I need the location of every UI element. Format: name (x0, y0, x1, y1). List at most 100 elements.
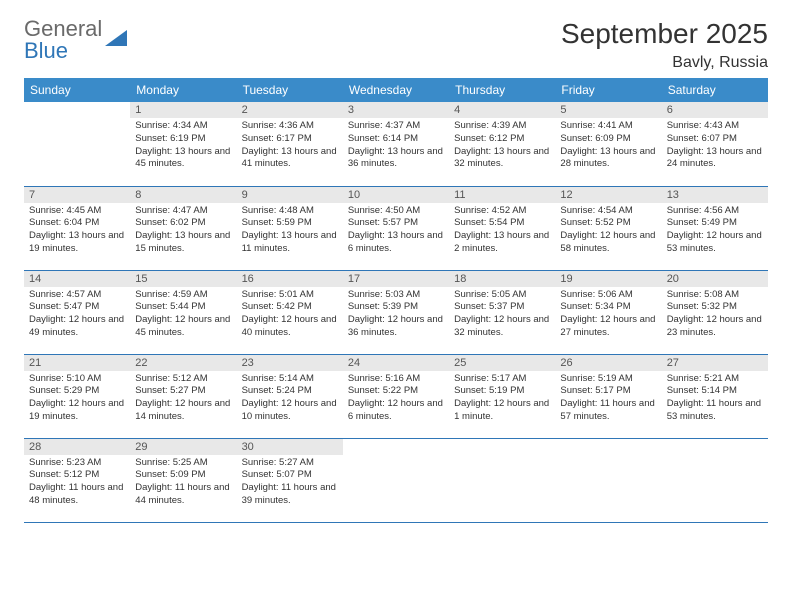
sunset-text: Sunset: 5:07 PM (242, 469, 338, 482)
day-number: 20 (662, 271, 768, 287)
day-number: 23 (237, 355, 343, 371)
sunset-text: Sunset: 5:54 PM (454, 217, 550, 230)
day-number: 29 (130, 439, 236, 455)
weekday-header: Tuesday (237, 78, 343, 102)
calendar-cell: 29Sunrise: 5:25 AMSunset: 5:09 PMDayligh… (130, 438, 236, 522)
day-text: Sunrise: 4:47 AMSunset: 6:02 PMDaylight:… (130, 203, 236, 259)
day-text: Sunrise: 4:43 AMSunset: 6:07 PMDaylight:… (662, 118, 768, 174)
sunset-text: Sunset: 6:17 PM (242, 133, 338, 146)
daylight-text: Daylight: 13 hours and 15 minutes. (135, 230, 231, 256)
day-text: Sunrise: 4:39 AMSunset: 6:12 PMDaylight:… (449, 118, 555, 174)
daylight-text: Daylight: 12 hours and 32 minutes. (454, 314, 550, 340)
day-text: Sunrise: 4:56 AMSunset: 5:49 PMDaylight:… (662, 203, 768, 259)
sunset-text: Sunset: 5:29 PM (29, 385, 125, 398)
day-number: 25 (449, 355, 555, 371)
sunrise-text: Sunrise: 4:50 AM (348, 205, 444, 218)
sunrise-text: Sunrise: 5:27 AM (242, 457, 338, 470)
daylight-text: Daylight: 12 hours and 23 minutes. (667, 314, 763, 340)
calendar-cell: 25Sunrise: 5:17 AMSunset: 5:19 PMDayligh… (449, 354, 555, 438)
calendar-cell: 1Sunrise: 4:34 AMSunset: 6:19 PMDaylight… (130, 102, 236, 186)
sunrise-text: Sunrise: 4:39 AM (454, 120, 550, 133)
day-text: Sunrise: 5:05 AMSunset: 5:37 PMDaylight:… (449, 287, 555, 343)
calendar-cell: 7Sunrise: 4:45 AMSunset: 6:04 PMDaylight… (24, 186, 130, 270)
sunset-text: Sunset: 6:07 PM (667, 133, 763, 146)
day-text: Sunrise: 4:59 AMSunset: 5:44 PMDaylight:… (130, 287, 236, 343)
sunset-text: Sunset: 5:34 PM (560, 301, 656, 314)
weekday-header: Sunday (24, 78, 130, 102)
day-number: 14 (24, 271, 130, 287)
calendar-cell: 23Sunrise: 5:14 AMSunset: 5:24 PMDayligh… (237, 354, 343, 438)
sunrise-text: Sunrise: 5:23 AM (29, 457, 125, 470)
day-text: Sunrise: 5:25 AMSunset: 5:09 PMDaylight:… (130, 455, 236, 511)
logo: General Blue (24, 18, 131, 62)
day-text: Sunrise: 4:50 AMSunset: 5:57 PMDaylight:… (343, 203, 449, 259)
day-text: Sunrise: 5:08 AMSunset: 5:32 PMDaylight:… (662, 287, 768, 343)
weekday-header: Monday (130, 78, 236, 102)
day-number: 2 (237, 102, 343, 118)
calendar-cell (343, 438, 449, 522)
sunrise-text: Sunrise: 5:14 AM (242, 373, 338, 386)
sunset-text: Sunset: 6:12 PM (454, 133, 550, 146)
sunset-text: Sunset: 6:14 PM (348, 133, 444, 146)
sunrise-text: Sunrise: 5:01 AM (242, 289, 338, 302)
day-number: 30 (237, 439, 343, 455)
title-block: September 2025 Bavly, Russia (561, 18, 768, 72)
sunrise-text: Sunrise: 4:52 AM (454, 205, 550, 218)
location: Bavly, Russia (561, 54, 768, 72)
day-text: Sunrise: 4:48 AMSunset: 5:59 PMDaylight:… (237, 203, 343, 259)
calendar-cell: 16Sunrise: 5:01 AMSunset: 5:42 PMDayligh… (237, 270, 343, 354)
sunrise-text: Sunrise: 5:21 AM (667, 373, 763, 386)
daylight-text: Daylight: 11 hours and 57 minutes. (560, 398, 656, 424)
daylight-text: Daylight: 12 hours and 10 minutes. (242, 398, 338, 424)
sunrise-text: Sunrise: 4:48 AM (242, 205, 338, 218)
daylight-text: Daylight: 13 hours and 6 minutes. (348, 230, 444, 256)
daylight-text: Daylight: 12 hours and 58 minutes. (560, 230, 656, 256)
calendar-cell (555, 438, 661, 522)
calendar-cell: 19Sunrise: 5:06 AMSunset: 5:34 PMDayligh… (555, 270, 661, 354)
sunset-text: Sunset: 5:44 PM (135, 301, 231, 314)
calendar-cell (662, 438, 768, 522)
day-text: Sunrise: 4:45 AMSunset: 6:04 PMDaylight:… (24, 203, 130, 259)
logo-text: General Blue (24, 18, 102, 62)
sunrise-text: Sunrise: 5:08 AM (667, 289, 763, 302)
calendar-cell: 10Sunrise: 4:50 AMSunset: 5:57 PMDayligh… (343, 186, 449, 270)
sunset-text: Sunset: 5:57 PM (348, 217, 444, 230)
daylight-text: Daylight: 13 hours and 2 minutes. (454, 230, 550, 256)
weekday-header: Friday (555, 78, 661, 102)
day-text: Sunrise: 5:10 AMSunset: 5:29 PMDaylight:… (24, 371, 130, 427)
day-text: Sunrise: 5:21 AMSunset: 5:14 PMDaylight:… (662, 371, 768, 427)
day-number: 7 (24, 187, 130, 203)
sunset-text: Sunset: 5:12 PM (29, 469, 125, 482)
day-number (555, 439, 661, 443)
day-text: Sunrise: 5:14 AMSunset: 5:24 PMDaylight:… (237, 371, 343, 427)
daylight-text: Daylight: 12 hours and 40 minutes. (242, 314, 338, 340)
calendar-row: 21Sunrise: 5:10 AMSunset: 5:29 PMDayligh… (24, 354, 768, 438)
calendar-cell: 15Sunrise: 4:59 AMSunset: 5:44 PMDayligh… (130, 270, 236, 354)
day-text: Sunrise: 5:23 AMSunset: 5:12 PMDaylight:… (24, 455, 130, 511)
daylight-text: Daylight: 13 hours and 45 minutes. (135, 146, 231, 172)
sunrise-text: Sunrise: 5:10 AM (29, 373, 125, 386)
calendar-cell: 30Sunrise: 5:27 AMSunset: 5:07 PMDayligh… (237, 438, 343, 522)
day-text: Sunrise: 5:03 AMSunset: 5:39 PMDaylight:… (343, 287, 449, 343)
daylight-text: Daylight: 12 hours and 49 minutes. (29, 314, 125, 340)
day-number: 21 (24, 355, 130, 371)
calendar-cell: 21Sunrise: 5:10 AMSunset: 5:29 PMDayligh… (24, 354, 130, 438)
day-number: 5 (555, 102, 661, 118)
daylight-text: Daylight: 11 hours and 48 minutes. (29, 482, 125, 508)
sunrise-text: Sunrise: 4:56 AM (667, 205, 763, 218)
calendar-cell: 6Sunrise: 4:43 AMSunset: 6:07 PMDaylight… (662, 102, 768, 186)
sunset-text: Sunset: 5:27 PM (135, 385, 231, 398)
day-number: 9 (237, 187, 343, 203)
sunrise-text: Sunrise: 5:19 AM (560, 373, 656, 386)
sunset-text: Sunset: 5:47 PM (29, 301, 125, 314)
triangle-icon (105, 28, 131, 52)
sunset-text: Sunset: 5:42 PM (242, 301, 338, 314)
calendar-cell: 24Sunrise: 5:16 AMSunset: 5:22 PMDayligh… (343, 354, 449, 438)
day-text: Sunrise: 5:06 AMSunset: 5:34 PMDaylight:… (555, 287, 661, 343)
calendar-row: 1Sunrise: 4:34 AMSunset: 6:19 PMDaylight… (24, 102, 768, 186)
daylight-text: Daylight: 13 hours and 36 minutes. (348, 146, 444, 172)
day-text: Sunrise: 4:34 AMSunset: 6:19 PMDaylight:… (130, 118, 236, 174)
daylight-text: Daylight: 13 hours and 41 minutes. (242, 146, 338, 172)
sunrise-text: Sunrise: 4:41 AM (560, 120, 656, 133)
day-number: 18 (449, 271, 555, 287)
